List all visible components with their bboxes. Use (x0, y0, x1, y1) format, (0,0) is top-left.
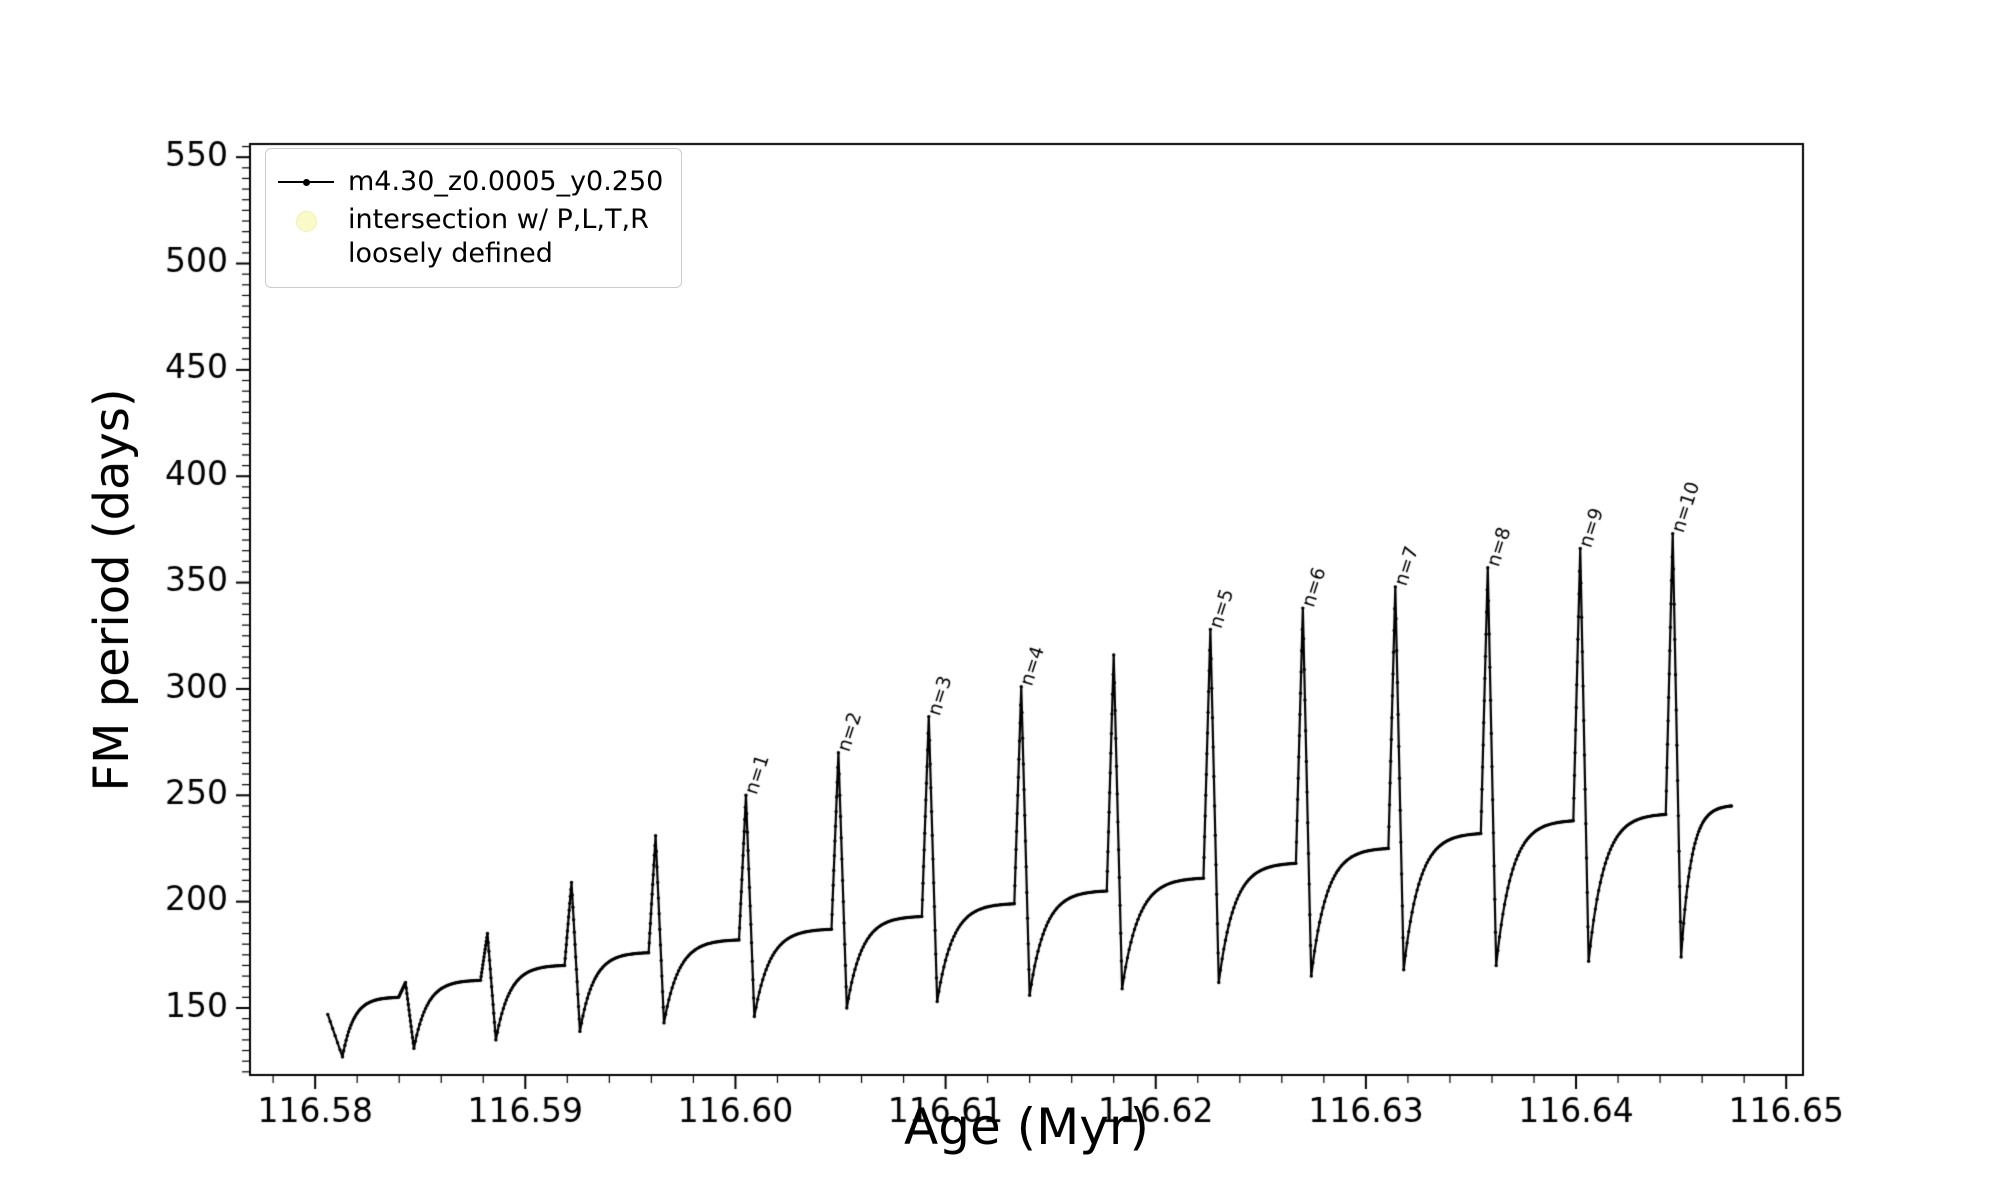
legend-item-intersection: intersection w/ P,L,T,R loosely defined (278, 203, 663, 271)
legend-series-label: m4.30_z0.0005_y0.250 (348, 166, 664, 197)
legend-intersection-line2: loosely defined (348, 237, 553, 269)
y-axis-label: FM period (days) (84, 388, 140, 792)
legend-intersection-label: intersection w/ P,L,T,R loosely defined (348, 203, 649, 271)
legend-item-series: m4.30_z0.0005_y0.250 (278, 165, 663, 199)
legend: m4.30_z0.0005_y0.250 intersection w/ P,L… (265, 148, 683, 288)
legend-intersection-line1: intersection w/ P,L,T,R (348, 204, 649, 235)
x-axis-label: Age (Myr) (904, 1098, 1149, 1156)
line-marker-icon (278, 165, 334, 199)
circle-marker-icon (278, 203, 334, 237)
